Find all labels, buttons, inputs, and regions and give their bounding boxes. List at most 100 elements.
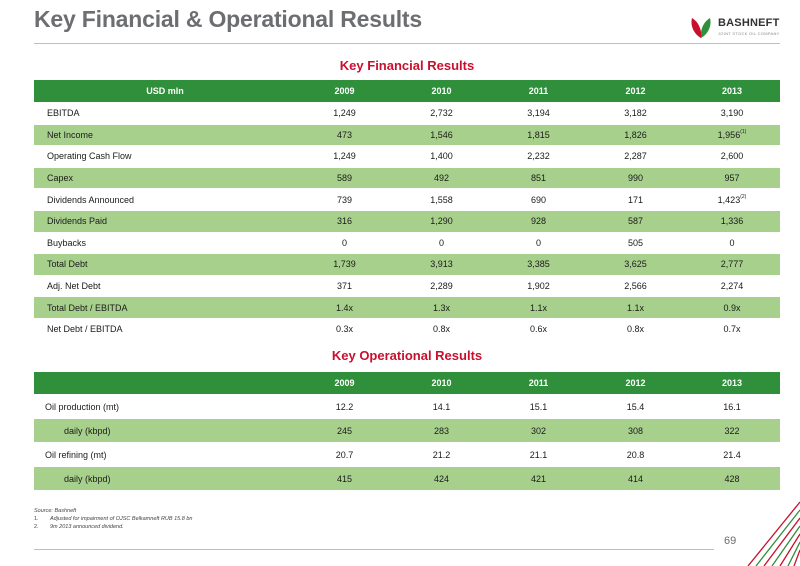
table-cell: 1.3x bbox=[393, 296, 490, 319]
column-header: 2009 bbox=[296, 372, 393, 395]
financial-header-row: USD mln 2009 2010 2011 2012 2013 bbox=[34, 80, 780, 103]
column-header: 2013 bbox=[684, 372, 780, 395]
table-row: Buybacks 0 0 0 505 0 bbox=[34, 231, 780, 254]
row-label: Total Debt bbox=[34, 253, 296, 276]
column-header: 2011 bbox=[490, 80, 587, 103]
table-row: Total Debt / EBITDA 1.4x 1.3x 1.1x 1.1x … bbox=[34, 296, 780, 319]
table-cell: 316 bbox=[296, 209, 393, 233]
table-cell: 1,249 bbox=[296, 145, 393, 168]
table-row: Operating Cash Flow 1,249 1,400 2,232 2,… bbox=[34, 145, 780, 168]
table-cell: 1.1x bbox=[587, 296, 684, 319]
row-label: daily (kbpd) bbox=[34, 418, 296, 443]
table-cell: 1.1x bbox=[490, 296, 587, 319]
row-label: Capex bbox=[34, 166, 296, 189]
table-cell: 0 bbox=[490, 231, 587, 254]
table-cell: 15.1 bbox=[490, 394, 587, 419]
table-row: daily (kbpd) 245 283 302 308 322 bbox=[34, 418, 780, 443]
table-cell: 957 bbox=[684, 166, 780, 189]
table-cell: 1,739 bbox=[296, 253, 393, 276]
table-row: Oil refining (mt) 20.7 21.2 21.1 20.8 21… bbox=[34, 442, 780, 467]
footnote-item: 2. 9m 2013 announced dividend. bbox=[34, 523, 192, 531]
row-label: Dividends Paid bbox=[34, 209, 296, 233]
table-cell: 371 bbox=[296, 274, 393, 297]
footnote-text: 9m 2013 announced dividend. bbox=[50, 524, 124, 530]
table-cell: 428 bbox=[684, 466, 780, 490]
table-cell: 3,190 bbox=[684, 102, 780, 125]
table-row: Capex 589 492 851 990 957 bbox=[34, 166, 780, 189]
table-cell: 739 bbox=[296, 188, 393, 211]
table-cell: 421 bbox=[490, 466, 587, 490]
table-cell: 2,777 bbox=[684, 253, 780, 276]
table-cell: 1,336 bbox=[684, 209, 780, 233]
table-cell: 21.4 bbox=[684, 442, 780, 467]
column-header: 2012 bbox=[587, 372, 684, 395]
table-row: Dividends Announced 739 1,558 690 171 1,… bbox=[34, 188, 780, 211]
table-row: Total Debt 1,739 3,913 3,385 3,625 2,777 bbox=[34, 253, 780, 276]
row-label: Adj. Net Debt bbox=[34, 274, 296, 297]
table-cell: 1,558 bbox=[393, 188, 490, 211]
column-header: 2013 bbox=[684, 80, 780, 103]
row-label: Net Income bbox=[34, 123, 296, 146]
table-cell: 690 bbox=[490, 188, 587, 211]
table-cell: 492 bbox=[393, 166, 490, 189]
table-cell: 414 bbox=[587, 466, 684, 490]
cell-value: 1,423 bbox=[717, 194, 741, 205]
financial-section-title: Key Financial Results bbox=[339, 58, 475, 73]
table-cell: 0.7x bbox=[684, 317, 780, 340]
table-cell: 308 bbox=[587, 418, 684, 443]
cell-value: 1,956 bbox=[717, 129, 741, 140]
column-header: 2010 bbox=[393, 80, 490, 103]
table-row: Net Debt / EBITDA 0.3x 0.8x 0.6x 0.8x 0.… bbox=[34, 317, 780, 340]
table-cell: 20.8 bbox=[587, 442, 684, 467]
table-row: Oil production (mt) 12.2 14.1 15.1 15.4 … bbox=[34, 394, 780, 419]
table-cell: 3,385 bbox=[490, 253, 587, 276]
row-label: EBITDA bbox=[34, 102, 296, 125]
title-divider bbox=[34, 43, 780, 44]
table-cell: 1,290 bbox=[393, 209, 490, 233]
table-cell: 12.2 bbox=[296, 394, 393, 419]
table-cell: 283 bbox=[393, 418, 490, 443]
table-cell: 2,566 bbox=[587, 274, 684, 297]
table-row: Net Income 473 1,546 1,815 1,826 1,956(1… bbox=[34, 123, 780, 146]
table-cell: 587 bbox=[587, 209, 684, 233]
table-cell: 16.1 bbox=[684, 394, 780, 419]
table-cell: 2,600 bbox=[684, 145, 780, 168]
table-cell: 2,274 bbox=[684, 274, 780, 297]
row-label: Operating Cash Flow bbox=[34, 145, 296, 168]
page-number: 69 bbox=[724, 535, 737, 547]
table-cell: 1.4x bbox=[296, 296, 393, 319]
column-header: 2011 bbox=[490, 372, 587, 395]
operational-table: 2009 2010 2011 2012 2013 Oil production … bbox=[34, 372, 780, 490]
table-cell: 1,826 bbox=[587, 123, 684, 146]
column-header: 2012 bbox=[587, 80, 684, 103]
table-cell: 0 bbox=[296, 231, 393, 254]
table-cell: 1,546 bbox=[393, 123, 490, 146]
table-cell: 3,625 bbox=[587, 253, 684, 276]
table-cell: 21.1 bbox=[490, 442, 587, 467]
row-label: daily (kbpd) bbox=[34, 466, 296, 490]
row-label: Dividends Announced bbox=[34, 188, 296, 211]
table-cell-with-note: 1,423(2) bbox=[684, 188, 780, 211]
table-cell: 2,287 bbox=[587, 145, 684, 168]
table-cell: 1,249 bbox=[296, 102, 393, 125]
footnote-item: 1. Adjusted for impairment of OJSC Belkam… bbox=[34, 515, 192, 523]
page-title: Key Financial & Operational Results bbox=[34, 6, 422, 32]
table-row: Adj. Net Debt 371 2,289 1,902 2,566 2,27… bbox=[34, 274, 780, 297]
table-cell: 1,902 bbox=[490, 274, 587, 297]
table-cell: 0.8x bbox=[393, 317, 490, 340]
table-row: Dividends Paid 316 1,290 928 587 1,336 bbox=[34, 209, 780, 233]
table-cell: 415 bbox=[296, 466, 393, 490]
table-row: EBITDA 1,249 2,732 3,194 3,182 3,190 bbox=[34, 102, 780, 125]
table-cell: 0.6x bbox=[490, 317, 587, 340]
row-label: Buybacks bbox=[34, 231, 296, 254]
table-cell: 1,400 bbox=[393, 145, 490, 168]
table-cell: 928 bbox=[490, 209, 587, 233]
table-cell-with-note: 1,956(1) bbox=[684, 123, 780, 146]
source-note: Source: Bashneft bbox=[34, 508, 77, 514]
bashneft-logo-icon bbox=[691, 18, 711, 38]
table-cell: 2,232 bbox=[490, 145, 587, 168]
row-label: Net Debt / EBITDA bbox=[34, 317, 296, 340]
company-logo: BASHNEFT JOINT STOCK OIL COMPANY bbox=[688, 14, 788, 40]
table-cell: 990 bbox=[587, 166, 684, 189]
table-cell: 0 bbox=[393, 231, 490, 254]
